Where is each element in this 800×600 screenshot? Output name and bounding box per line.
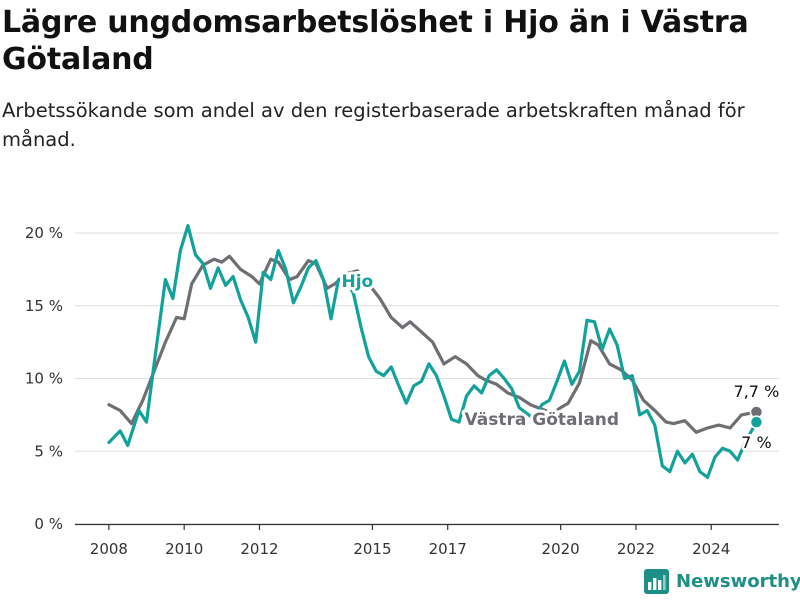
series-lines [107,224,758,479]
x-tick-label: 2020 [542,540,580,558]
y-gridlines [75,232,779,525]
end-label-halo: 7,7 % [734,382,780,401]
series-end-label: 7 % [741,433,771,452]
x-tick-label: 2015 [353,540,391,558]
chart-subtitle: Arbetssökande som andel av den registerb… [2,99,745,151]
y-tick-label: 20 % [25,224,63,242]
series-end-dot [749,415,764,429]
newsworthy-logo: Newsworthy [644,569,800,594]
y-tick-label: 5 % [34,442,63,460]
x-tick-label: 2024 [692,540,730,558]
y-axis-ticks: 0 % 5 % 10 % 15 % 20 % [25,224,63,533]
y-tick-label: 10 % [25,370,63,388]
series-line-hjo [107,224,758,479]
chart-title: Lägre ungdomsarbetslöshet i Hjo än i Väs… [2,5,749,77]
series-end-label: 7,7 % [734,382,780,401]
x-axis: 2008 2010 2012 2015 2017 2020 2022 2024 [75,523,779,558]
x-tick-label: 2008 [90,540,128,558]
end-label-halo: 7 % [741,433,771,452]
x-tick-label: 2022 [617,540,655,558]
y-tick-label: 15 % [25,297,63,315]
series-end-markers: 7,7 %7,7 %7 %7 % [731,379,782,454]
y-tick-label: 0 % [34,515,63,533]
bar-chart-logo-icon [644,569,669,594]
annotation-halo: Hjo [341,272,373,292]
brand-name: Newsworthy [676,571,800,592]
x-tick-label: 2017 [429,540,467,558]
annotation-halo: Västra Götaland [465,410,620,430]
series-annotation-label: Västra Götaland [465,410,620,430]
series-line-v-stra-g-taland [107,254,758,434]
x-tick-label: 2012 [240,540,278,558]
series-annotation-label: Hjo [341,272,373,292]
x-tick-label: 2010 [165,540,203,558]
